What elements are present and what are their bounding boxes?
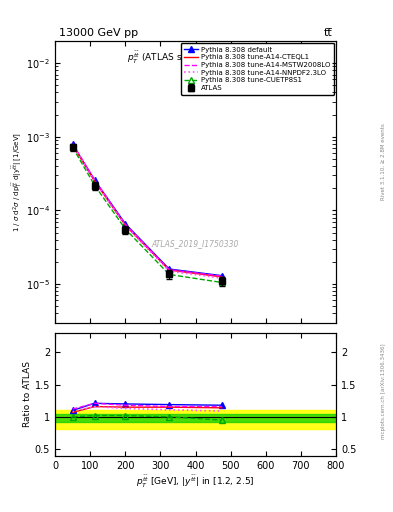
Pythia 8.308 tune-A14-CTEQL1 <box>92 178 97 184</box>
Pythia 8.308 tune-A14-NNPDF2.3LO <box>220 275 224 281</box>
Line: Pythia 8.308 default: Pythia 8.308 default <box>70 141 225 279</box>
Pythia 8.308 default <box>123 221 128 227</box>
Pythia 8.308 tune-A14-MSTW2008LO <box>220 273 224 279</box>
Line: Pythia 8.308 tune-CUETP8S1: Pythia 8.308 tune-CUETP8S1 <box>70 144 225 285</box>
Text: Rivet 3.1.10, ≥ 2.8M events: Rivet 3.1.10, ≥ 2.8M events <box>381 123 386 200</box>
Y-axis label: 1 / $\sigma$ d$^{2}\sigma$ / dp$_T^{\bar{t}\bar{t}}$ d|y$^{\bar{t}\bar{t}}$| [1/: 1 / $\sigma$ d$^{2}\sigma$ / dp$_T^{\bar… <box>11 132 25 232</box>
Pythia 8.308 tune-CUETP8S1 <box>70 144 75 151</box>
Text: mcplots.cern.ch [arXiv:1306.3436]: mcplots.cern.ch [arXiv:1306.3436] <box>381 344 386 439</box>
Pythia 8.308 tune-A14-MSTW2008LO <box>70 140 75 146</box>
Pythia 8.308 tune-A14-MSTW2008LO <box>123 221 128 227</box>
Pythia 8.308 tune-A14-NNPDF2.3LO <box>92 178 97 184</box>
Text: ATLAS_2019_I1750330: ATLAS_2019_I1750330 <box>152 239 239 248</box>
Pythia 8.308 tune-CUETP8S1 <box>92 182 97 188</box>
Text: 13000 GeV pp: 13000 GeV pp <box>59 28 138 38</box>
Pythia 8.308 default <box>167 266 171 272</box>
Pythia 8.308 tune-A14-NNPDF2.3LO <box>123 223 128 229</box>
Pythia 8.308 tune-A14-CTEQL1 <box>220 274 224 280</box>
Pythia 8.308 tune-A14-MSTW2008LO <box>167 267 171 273</box>
Line: Pythia 8.308 tune-A14-MSTW2008LO: Pythia 8.308 tune-A14-MSTW2008LO <box>73 143 222 276</box>
Y-axis label: Ratio to ATLAS: Ratio to ATLAS <box>23 361 32 427</box>
Pythia 8.308 default <box>220 272 224 279</box>
Pythia 8.308 tune-A14-MSTW2008LO <box>92 177 97 183</box>
Pythia 8.308 tune-CUETP8S1 <box>123 226 128 232</box>
Pythia 8.308 tune-A14-CTEQL1 <box>123 222 128 228</box>
Bar <box>55 411 336 429</box>
Text: $p_T^{\bar{t}\bar{t}}$ (ATLAS semileptonic t$\bar{t}$bar): $p_T^{\bar{t}\bar{t}}$ (ATLAS semilepton… <box>127 50 264 66</box>
Pythia 8.308 tune-CUETP8S1 <box>167 271 171 278</box>
Line: Pythia 8.308 tune-A14-NNPDF2.3LO: Pythia 8.308 tune-A14-NNPDF2.3LO <box>73 145 222 278</box>
Pythia 8.308 tune-A14-CTEQL1 <box>70 142 75 148</box>
Text: tt̅: tt̅ <box>323 28 332 38</box>
Line: Pythia 8.308 tune-A14-CTEQL1: Pythia 8.308 tune-A14-CTEQL1 <box>73 145 222 277</box>
Pythia 8.308 tune-A14-NNPDF2.3LO <box>167 268 171 274</box>
X-axis label: $p_T^{\bar{t}\bar{t}}$ [GeV], $|y^{\bar{t}\bar{t}}|$ in [1.2, 2.5]: $p_T^{\bar{t}\bar{t}}$ [GeV], $|y^{\bar{… <box>136 473 255 489</box>
Pythia 8.308 default <box>92 177 97 183</box>
Bar <box>55 414 336 422</box>
Pythia 8.308 tune-A14-NNPDF2.3LO <box>70 142 75 148</box>
Legend: Pythia 8.308 default, Pythia 8.308 tune-A14-CTEQL1, Pythia 8.308 tune-A14-MSTW20: Pythia 8.308 default, Pythia 8.308 tune-… <box>181 43 334 95</box>
Pythia 8.308 default <box>70 141 75 147</box>
Pythia 8.308 tune-A14-CTEQL1 <box>167 267 171 273</box>
Pythia 8.308 tune-CUETP8S1 <box>220 280 224 286</box>
